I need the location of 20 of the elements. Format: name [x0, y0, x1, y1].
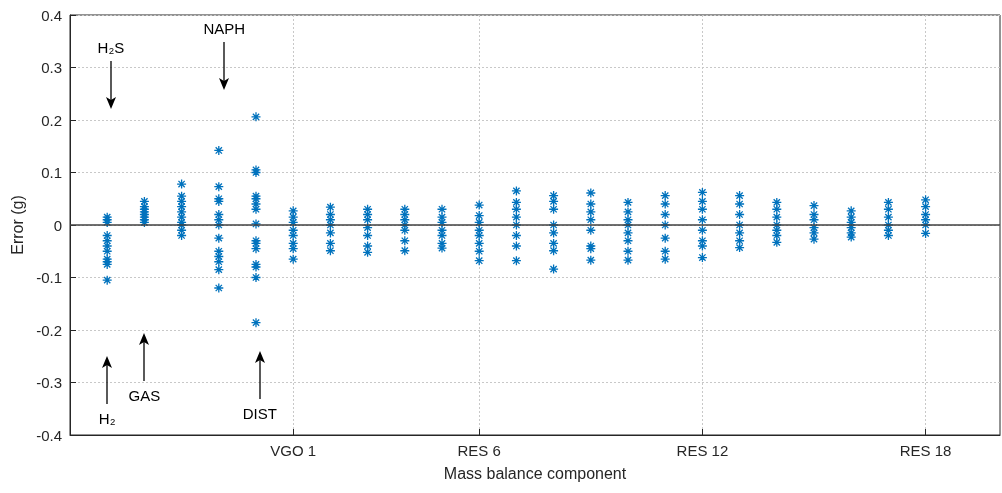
annotation: NAPH: [203, 19, 246, 37]
x-tick-label: RES 18: [899, 442, 952, 459]
y-tick-label: -0.1: [36, 269, 62, 286]
x-axis-title: Mass balance component: [443, 464, 627, 482]
annotation: H₂S: [97, 38, 125, 56]
y-tick-label: -0.2: [36, 321, 62, 339]
y-tick-label: -0.3: [36, 374, 62, 391]
annotation: GAS: [128, 386, 161, 404]
y-tick-label: 0.4: [41, 6, 62, 24]
y-tick-label: 0.1: [41, 164, 62, 181]
y-tick-label: 0: [53, 216, 62, 234]
y-tick-label: 0.3: [41, 59, 62, 76]
x-tick-label: RES 6: [457, 442, 501, 459]
y-axis-title: Error (g): [8, 195, 26, 255]
y-tick-label: 0.2: [41, 111, 62, 129]
x-tick-label: RES 12: [676, 442, 729, 459]
annotation: H₂: [98, 409, 116, 427]
annotation: DIST: [242, 404, 277, 422]
x-tick-label: VGO 1: [270, 442, 317, 459]
y-tick-label: -0.4: [36, 426, 62, 444]
